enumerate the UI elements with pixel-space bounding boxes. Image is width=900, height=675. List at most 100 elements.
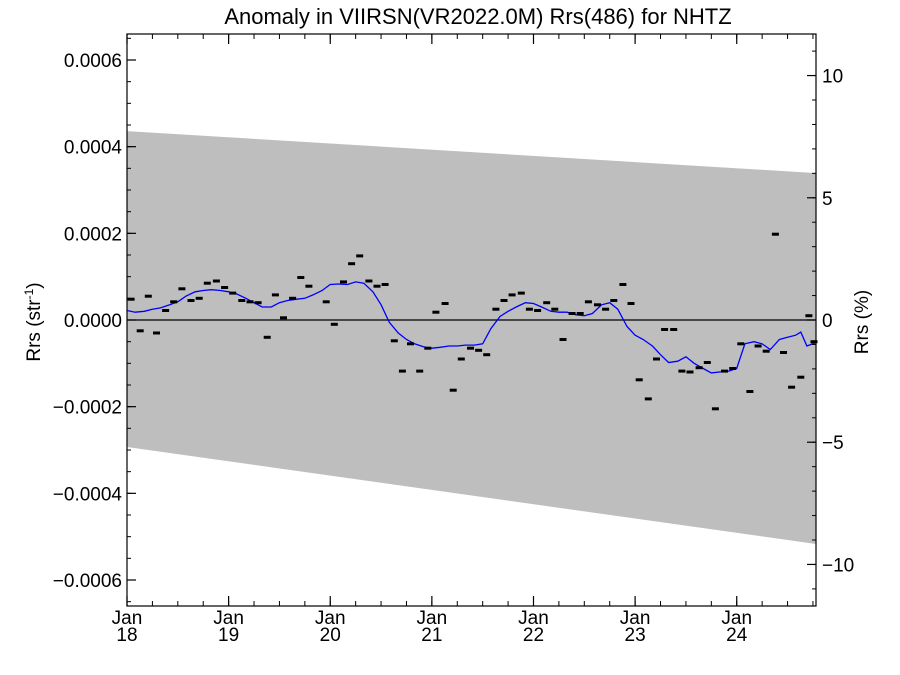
data-point — [737, 342, 745, 346]
data-point — [602, 307, 610, 311]
data-point — [810, 340, 818, 344]
data-point — [780, 351, 787, 354]
data-point — [619, 283, 627, 286]
data-point — [584, 300, 592, 304]
data-point — [695, 366, 703, 370]
data-point — [467, 346, 474, 350]
data-point — [203, 281, 211, 285]
y-axis-left-label-tail: ) — [24, 282, 45, 288]
data-point — [703, 361, 711, 364]
x-tick-label-year: 24 — [726, 625, 748, 646]
x-tick-label-year: 22 — [523, 625, 544, 646]
data-point — [365, 279, 373, 283]
data-point — [416, 369, 424, 373]
x-tick-label-year: 18 — [116, 625, 137, 646]
data-point — [178, 287, 186, 291]
data-point — [162, 309, 170, 312]
data-point — [576, 312, 584, 315]
data-point — [525, 307, 533, 311]
x-tick-label-month: Jan — [315, 608, 346, 629]
data-point — [635, 378, 643, 382]
data-point — [534, 309, 542, 312]
data-point — [644, 397, 652, 401]
data-point — [254, 301, 262, 305]
x-tick-label-year: 19 — [218, 625, 239, 646]
data-point — [322, 300, 330, 304]
data-point — [517, 291, 525, 295]
data-point — [373, 284, 381, 288]
y-left-tick-label: −0.0004 — [53, 484, 123, 505]
plot-area — [126, 131, 818, 544]
y-axis-left-label-sup: -1 — [22, 288, 36, 299]
data-point — [305, 284, 313, 288]
uncertainty-band — [127, 131, 816, 544]
data-point — [594, 303, 601, 307]
data-point — [661, 328, 669, 331]
data-point — [475, 348, 483, 352]
data-point — [805, 314, 813, 318]
data-point — [356, 254, 364, 258]
x-tick-label-year: 21 — [421, 625, 442, 646]
x-tick-label-month: Jan — [518, 608, 549, 629]
data-point — [424, 346, 432, 350]
data-point — [678, 369, 686, 373]
data-point — [289, 296, 297, 300]
data-point — [686, 370, 694, 374]
y-left-tick-label: −0.0006 — [53, 571, 122, 592]
data-point — [492, 307, 500, 311]
data-point — [500, 299, 508, 302]
data-point — [432, 310, 440, 314]
axes: 0.0006 0.0004 0.0002 0.0000 −0.0002 −0.0004 −0… — [53, 33, 854, 646]
data-point — [144, 294, 152, 298]
data-point — [246, 300, 254, 304]
data-point — [551, 307, 559, 311]
data-point — [212, 279, 220, 283]
data-point — [457, 357, 465, 361]
data-point — [788, 385, 796, 389]
data-point — [771, 232, 779, 236]
data-point — [127, 297, 135, 301]
y-right-tick-label: −10 — [822, 555, 854, 576]
data-point — [559, 338, 567, 341]
y-axis-right-label: Rrs (%) — [852, 290, 873, 354]
y-axis-left-label-base: Rrs (str — [24, 299, 45, 362]
data-point — [238, 299, 246, 302]
data-point — [721, 369, 728, 373]
x-tick-label-month: Jan — [417, 608, 448, 629]
y-axis-left-label: Rrs (str-1) — [22, 282, 45, 361]
data-point — [348, 262, 356, 266]
data-point — [627, 302, 635, 305]
data-point — [330, 322, 338, 326]
y-right-tick-label: 5 — [822, 189, 833, 210]
data-point — [381, 283, 389, 286]
data-point — [221, 286, 229, 289]
data-point — [483, 353, 491, 357]
data-point — [449, 388, 457, 392]
data-point — [195, 296, 203, 300]
data-point — [754, 344, 762, 348]
data-point — [762, 349, 770, 353]
data-point — [280, 316, 287, 320]
data-point — [729, 367, 737, 370]
x-tick-label-month: Jan — [721, 608, 752, 629]
data-point — [441, 302, 449, 305]
y-right-tick-label: −5 — [822, 433, 844, 454]
x-tick-label-month: Jan — [213, 608, 244, 629]
data-point — [746, 390, 754, 393]
smoothed-line — [126, 281, 817, 374]
data-point — [297, 276, 305, 279]
data-point — [263, 335, 271, 339]
data-point — [136, 329, 144, 333]
y-left-tick-label: 0.0000 — [64, 311, 122, 332]
y-left-tick-label: 0.0004 — [64, 138, 123, 159]
data-point — [797, 375, 805, 379]
data-point — [229, 291, 237, 295]
data-point — [340, 280, 347, 284]
data-point — [390, 339, 398, 343]
data-point — [610, 299, 618, 302]
data-point — [170, 300, 178, 304]
data-point — [398, 369, 406, 373]
data-point — [711, 407, 719, 411]
data-point — [407, 342, 414, 346]
data-point — [670, 328, 678, 331]
